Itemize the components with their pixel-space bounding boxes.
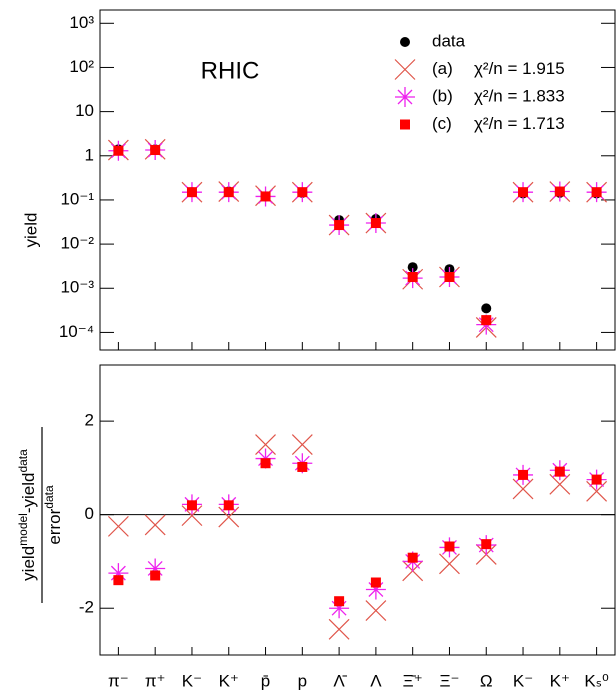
label-part: error <box>45 508 64 544</box>
marker-star <box>395 87 415 107</box>
marker-square <box>591 474 602 485</box>
marker-star <box>365 579 386 600</box>
legend-fit-label: χ²/n = 1.713 <box>474 114 565 133</box>
marker-square <box>444 271 455 282</box>
marker-square <box>113 575 124 586</box>
y-axis-label: yieldmodel-yielddata errordata <box>16 427 64 603</box>
marker-star <box>145 558 166 579</box>
marker-cross <box>144 514 166 536</box>
marker-square <box>370 218 381 229</box>
x-tick-label: K⁺ <box>550 671 570 690</box>
x-tick-label: Λ̄ <box>333 671 347 690</box>
marker-cross <box>365 600 387 621</box>
marker-cross <box>255 434 276 455</box>
marker-cross <box>181 505 203 527</box>
marker-square <box>334 596 345 607</box>
marker-square <box>223 500 234 511</box>
marker-cross <box>512 478 534 500</box>
y-axis-label: yield <box>21 213 40 248</box>
x-tick-label: Ξ⁻ <box>439 671 459 690</box>
x-tick-label: p̄ <box>261 671 270 690</box>
label-part: model <box>16 513 30 546</box>
marker-cross <box>107 515 129 537</box>
x-tick-label: K⁻ <box>182 671 202 690</box>
marker-square <box>518 187 529 198</box>
marker-square <box>113 145 124 156</box>
legend-label: (b) <box>432 86 453 105</box>
marker-star <box>108 563 129 584</box>
data-point <box>407 262 418 273</box>
top-frame <box>99 9 616 351</box>
marker-square <box>407 552 418 563</box>
y-tick-label: 10⁻³ <box>60 278 94 297</box>
x-tick-label: Kₛ⁰ <box>584 671 609 690</box>
y-tick-label: 1 <box>85 145 94 164</box>
y-tick-label: 0 <box>85 504 94 523</box>
marker-square <box>407 271 418 282</box>
y-tick-label: 10³ <box>69 13 94 32</box>
x-tick-label: Ω <box>480 671 493 690</box>
marker-cross <box>439 553 460 575</box>
marker-square <box>223 187 234 198</box>
label-part: -yield <box>19 473 38 514</box>
x-tick-label: π⁻ <box>108 671 129 690</box>
marker-cross <box>328 618 350 640</box>
data-point <box>481 303 492 314</box>
x-tick-label: Ξ̄⁺ <box>403 671 423 690</box>
marker-square <box>554 186 565 197</box>
marker-square <box>591 187 602 198</box>
marker-square <box>518 469 529 480</box>
marker-cross <box>586 480 608 502</box>
legend-fit-label: χ²/n = 1.915 <box>474 59 565 78</box>
marker-square <box>297 461 308 472</box>
data-point <box>400 37 410 47</box>
marker-square <box>444 541 455 552</box>
legend-label: (a) <box>432 59 453 78</box>
label-part: data <box>42 485 56 509</box>
marker-square <box>481 315 492 326</box>
marker-square <box>297 187 308 198</box>
y-tick-label: 10⁻⁴ <box>59 322 94 341</box>
x-tick-label: K⁺ <box>219 671 239 690</box>
x-tick-label: p <box>298 671 307 690</box>
marker-square <box>370 577 381 588</box>
x-tick-label: π⁺ <box>145 671 166 690</box>
marker-star <box>329 598 350 619</box>
marker-square <box>186 187 197 198</box>
legend-label: (c) <box>432 114 452 133</box>
marker-square <box>400 119 410 130</box>
numerator: yieldmodel-yielddata <box>16 449 38 581</box>
marker-cross <box>394 59 416 80</box>
marker-cross <box>549 473 571 495</box>
marker-square <box>334 220 345 231</box>
label-part: data <box>16 449 30 473</box>
y-tick-label: 10² <box>69 57 94 76</box>
y-tick-label: 10 <box>75 101 94 120</box>
marker-square <box>150 145 161 156</box>
marker-square <box>260 191 271 202</box>
annotation: RHIC <box>201 57 260 84</box>
denominator: errordata <box>42 485 64 545</box>
y-tick-label: 10⁻² <box>60 234 94 253</box>
y-tick-label: 2 <box>85 411 94 430</box>
legend-label: data <box>432 31 466 50</box>
marker-square <box>554 466 565 477</box>
x-tick-label: K⁻ <box>513 671 533 690</box>
legend-fit-label: χ²/n = 1.833 <box>474 86 565 105</box>
y-tick-label: -2 <box>79 598 94 617</box>
marker-square <box>186 500 197 511</box>
label-part: yield <box>19 546 38 581</box>
y-tick-label: 10⁻¹ <box>60 189 94 208</box>
marker-square <box>481 539 492 550</box>
marker-cross <box>291 434 313 455</box>
bottom-frame <box>99 364 616 656</box>
marker-square <box>150 570 161 581</box>
marker-square <box>260 458 271 469</box>
x-tick-label: Λ <box>370 671 382 690</box>
